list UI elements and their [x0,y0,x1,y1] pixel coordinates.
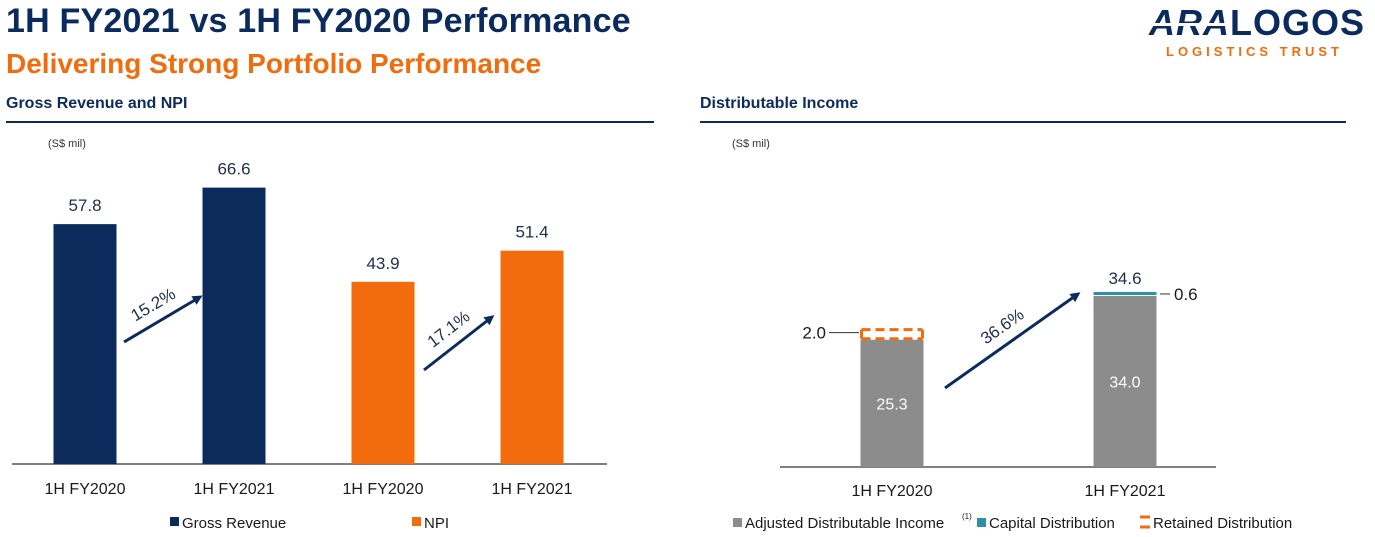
left-panel-divider [6,121,654,123]
page-subtitle: Delivering Strong Portfolio Performance [6,48,542,79]
page-title: 1H FY2021 vs 1H FY2020 Performance [6,2,631,40]
right-x-tick-1: 1H FY2021 [1085,483,1166,500]
left-x-tick-3: 1H FY2021 [492,481,573,498]
right-total-value: 34.6 [1108,269,1141,288]
left-panel-title: Gross Revenue and NPI [6,95,188,112]
logo-ara: ARA [1148,2,1230,43]
right-bar-capital-1 [1093,291,1157,295]
right-legend-swatch-adjusted [733,518,742,527]
right-panel-divider [700,121,1346,123]
left-legend-label-revenue: Gross Revenue [182,515,286,532]
left-legend-swatch-revenue [170,517,179,526]
left-bar-value-1: 66.6 [217,160,250,179]
left-bar-value-2: 43.9 [366,254,399,273]
logo-tagline: LOGISTICS TRUST [1166,44,1343,59]
right-panel-title: Distributable Income [700,95,859,112]
left-x-tick-2: 1H FY2020 [343,481,424,498]
left-bar-1 [202,187,266,465]
logo-logos: LOGOS [1229,2,1365,43]
right-bar-retained-0 [860,328,924,341]
left-x-tick-0: 1H FY2020 [45,481,126,498]
right-bar-adjusted-value-0: 25.3 [876,396,907,413]
left-legend-label-npi: NPI [424,515,449,532]
right-growth-distributable-label: 36.6% [977,305,1027,348]
left-x-tick-1: 1H FY2021 [194,481,275,498]
left-bar-value-3: 51.4 [515,223,548,242]
distributable-income-chart: (S$ mil) 25.3 1H FY2020 34.0 1H FY2021 2.0 0.6… [732,138,1292,532]
gross-revenue-npi-chart: (S$ mil) 57.8 1H FY2020 66.6 1H FY2021 43.9 1H… [12,138,607,532]
right-bar-adjusted-1 [1093,295,1157,467]
right-legend-swatch-capital [977,518,986,527]
right-retained-value: 2.0 [802,324,826,343]
left-bar-value-0: 57.8 [68,196,101,215]
right-legend-label-retained: Retained Distribution [1153,515,1292,532]
left-legend-swatch-npi [412,517,421,526]
left-growth-npi-arrow [423,315,495,372]
ara-logos-logo: ARALOGOS LOGISTICS TRUST [1103,2,1365,64]
logo-wordmark: ARALOGOS [1149,2,1365,44]
left-bar-2 [351,281,415,464]
left-growth-revenue-arrow [123,295,203,344]
right-y-unit-label: (S$ mil) [732,138,770,150]
right-legend-label-capital: Capital Distribution [989,515,1115,532]
left-bar-0 [53,224,117,464]
right-capital-value: 0.6 [1174,285,1198,304]
right-x-tick-0: 1H FY2020 [852,483,933,500]
right-bar-adjusted-value-1: 34.0 [1109,374,1140,391]
right-legend-label-adjusted: Adjusted Distributable Income [745,515,944,532]
left-growth-revenue-label: 15.2% [128,284,179,325]
left-bar-3 [500,250,564,464]
left-growth-npi-label: 17.1% [424,307,474,352]
right-growth-distributable-arrow [944,292,1081,390]
left-y-unit-label: (S$ mil) [48,138,86,150]
right-legend-footnote: (1) [962,512,972,521]
right-bar-adjusted-0 [860,339,924,467]
